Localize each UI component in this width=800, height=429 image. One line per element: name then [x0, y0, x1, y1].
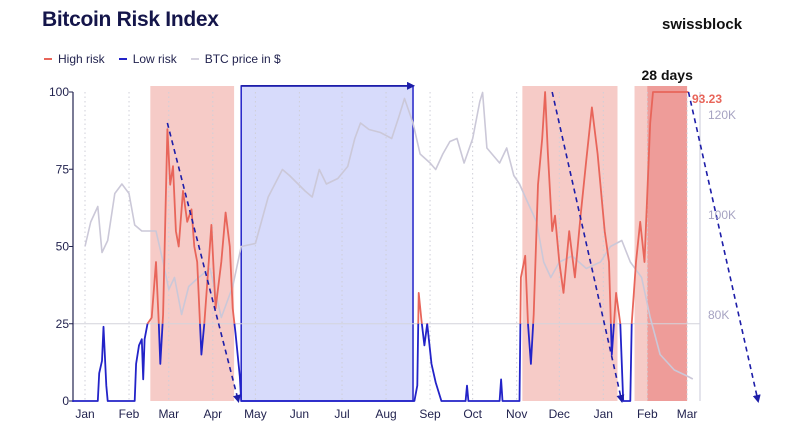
x-tick-label: Mar — [677, 407, 698, 421]
x-tick-label: Jan — [75, 407, 94, 421]
zones-layer — [150, 85, 688, 402]
low-risk-zone — [240, 85, 414, 402]
chart-title: Bitcoin Risk Index — [42, 8, 219, 31]
x-tick-label: Jul — [334, 407, 349, 421]
x-tick-label: Feb — [637, 407, 658, 421]
y-tick-label: 50 — [56, 240, 70, 254]
x-tick-label: May — [244, 407, 267, 421]
trend-arrow — [166, 122, 241, 403]
legend-label-btc-price: BTC price in $ — [204, 52, 281, 66]
labels-layer: Jan Feb Mar Apr May Jun Jul Aug Sep Oct Nov Dec Jan F… — [49, 67, 736, 421]
high-risk-zone — [150, 86, 235, 401]
y-tick-label: 75 — [56, 162, 70, 176]
x-tick-label: Aug — [375, 407, 396, 421]
legend-label-low-risk: Low risk — [132, 52, 177, 66]
trend-arrow — [687, 91, 761, 403]
y-tick-label: 100 — [49, 85, 69, 99]
y-tick-label: 25 — [56, 317, 70, 331]
high-risk-line — [146, 91, 689, 324]
legend-swatch-btc-price — [190, 58, 199, 60]
x-tick-label: Feb — [119, 407, 140, 421]
legend-btc-price: BTC price in $ — [190, 52, 281, 66]
x-tick-label: Sep — [419, 407, 441, 421]
arrows-layer — [166, 81, 761, 403]
x-tick-label: Jan — [594, 407, 613, 421]
duration-label: 28 days — [642, 67, 694, 83]
legend: High risk Low risk BTC price in $ — [44, 52, 281, 66]
x-tick-label: Nov — [506, 407, 527, 421]
axes-layer — [69, 91, 701, 402]
x-tick-label: Dec — [549, 407, 570, 421]
low-risk-line — [72, 323, 633, 402]
high_current-risk-zone — [647, 86, 688, 401]
legend-label-high-risk: High risk — [58, 52, 105, 66]
legend-low-risk: Low risk — [118, 52, 177, 66]
series-layer — [72, 91, 694, 402]
btc-price-line — [84, 91, 694, 380]
current-value-label: 93.23 — [692, 92, 722, 106]
y-right-tick-label: 120K — [708, 108, 736, 122]
y-tick-label: 0 — [62, 394, 69, 408]
legend-swatch-high-risk — [44, 58, 52, 60]
x-tick-label: Jun — [290, 407, 309, 421]
legend-swatch-low-risk — [118, 58, 127, 60]
y-right-tick-label: 80K — [708, 308, 729, 322]
grid-layer — [72, 92, 700, 401]
x-tick-label: Oct — [463, 407, 482, 421]
x-tick-label: Mar — [158, 407, 179, 421]
y-right-tick-label: 100K — [708, 208, 736, 222]
brand-logo: swissblock — [662, 16, 743, 33]
trend-arrow — [551, 91, 625, 403]
legend-high-risk: High risk — [44, 52, 105, 66]
x-tick-label: Apr — [203, 407, 222, 421]
